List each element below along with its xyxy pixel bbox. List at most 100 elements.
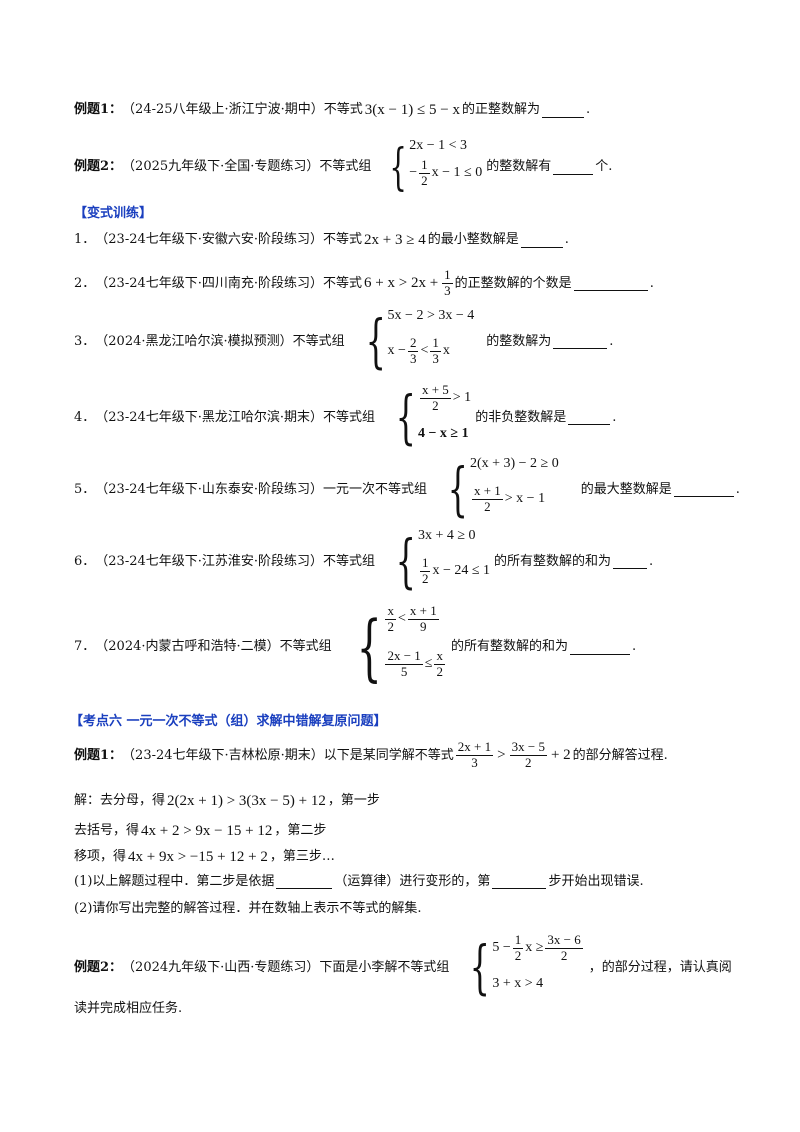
step-math: 4x + 2 > 9x − 15 + 12 <box>141 823 273 839</box>
numerator: x + 5 <box>419 382 451 399</box>
question-text: 步开始出现错误. <box>548 874 644 889</box>
sub-question-2: (2)请你写出完整的解答过程．并在数轴上表示不等式的解集. <box>74 901 422 916</box>
question-3: 3． （2024·黑龙江哈尔滨·模拟预测）不等式组 { 5x − 2 > 3x … <box>74 307 613 377</box>
answer-blank[interactable] <box>541 103 584 118</box>
question-text: 的最大整数解是 <box>580 482 672 497</box>
answer-blank[interactable] <box>553 334 608 350</box>
period: . <box>649 554 654 569</box>
numerator: 1 <box>430 335 441 353</box>
question-text: 的所有整数解的和为 <box>494 554 612 569</box>
source: （23-24七年级下·安徽六安·阶段练习）不等式 <box>95 232 363 248</box>
question-text: 的正整数解为 <box>461 102 540 118</box>
inequality: 6 + x > 2x + <box>364 275 439 292</box>
numerator: x <box>434 648 445 666</box>
answer-blank[interactable] <box>492 874 547 890</box>
question-text: 的整数解为 <box>486 334 552 349</box>
denominator: 9 <box>420 618 427 634</box>
answer-blank[interactable] <box>520 233 563 248</box>
answer-blank[interactable] <box>553 160 594 175</box>
step-note: ，第一步 <box>327 793 380 809</box>
question-text: （运算律）进行变形的，第 <box>334 874 491 889</box>
numerator: 2 <box>407 335 419 353</box>
expr: + 2 <box>550 747 571 764</box>
question-text: 的所有整数解的和为 <box>450 639 568 655</box>
period: . <box>612 410 617 425</box>
answer-blank[interactable] <box>568 410 611 426</box>
source: （2024·内蒙古呼和浩特·二模）不等式组 <box>95 639 332 655</box>
example-1: 例题1： （24-25八年级上·浙江宁波·期中）不等式 3(x − 1) ≤ 5… <box>74 101 590 119</box>
period: . <box>735 482 740 497</box>
section-heading: 【考点六 一元一次不等式（组）求解中错解复原问题】 <box>70 714 387 729</box>
answer-blank[interactable] <box>276 874 333 890</box>
period: . <box>632 639 637 655</box>
expr: x ≥ <box>525 940 544 956</box>
source: （2025九年级下·全国·专题练习）不等式组 <box>122 159 372 175</box>
denominator: 3 <box>432 351 439 367</box>
denominator: 2 <box>421 571 429 587</box>
operator: > <box>497 747 506 764</box>
numerator: x <box>385 603 396 620</box>
question-end: 个. <box>595 159 613 175</box>
example-label: 例题1： <box>74 102 123 118</box>
question-number: 5． <box>74 482 96 497</box>
operator: < <box>420 343 429 359</box>
numerator: x + 1 <box>407 603 439 620</box>
solution-step-2: 去括号，得 4x + 2 > 9x − 15 + 12 ，第二步 <box>74 822 326 840</box>
denominator: 5 <box>400 664 408 680</box>
system-row: 3x + 4 ≥ 0 <box>417 528 476 543</box>
question-text: 的整数解有 <box>486 159 552 175</box>
expr: x <box>442 343 450 359</box>
numerator: 2x − 1 <box>385 648 423 666</box>
system-row: 4 − x ≥ 1 <box>417 425 469 441</box>
step-note: ，第二步 <box>274 823 327 839</box>
denominator: 2 <box>387 618 394 634</box>
period: . <box>649 275 654 291</box>
question-number: 3． <box>74 334 96 349</box>
question-number: 4． <box>74 410 96 425</box>
denominator: 3 <box>471 754 478 770</box>
solution-step-1: 解：去分母，得 2(2x + 1) > 3(3x − 5) + 12 ，第一步 <box>74 792 380 810</box>
example-4-continued: 读并完成相应任务. <box>74 1001 183 1016</box>
answer-blank[interactable] <box>570 640 630 655</box>
numerator: 3x − 5 <box>509 739 547 756</box>
source: （2024九年级下·山西·专题练习）下面是小李解不等式组 <box>122 960 450 975</box>
answer-blank[interactable] <box>613 554 648 570</box>
example-4: 例题2： （2024九年级下·山西·专题练习）下面是小李解不等式组 { 5 − … <box>74 932 732 1003</box>
denominator: 2 <box>432 397 439 413</box>
solution-step-3: 移项，得 4x + 9x > −15 + 12 + 2 ，第三步… <box>74 848 335 866</box>
answer-blank[interactable] <box>673 482 734 498</box>
minus: − <box>409 165 418 181</box>
period: . <box>585 102 591 118</box>
source: （23-24七年级下·山东泰安·阶段练习）一元一次不等式组 <box>95 482 428 497</box>
source: （24-25八年级上·浙江宁波·期中）不等式 <box>122 102 363 118</box>
question-1: 1． （23-24七年级下·安徽六安·阶段练习）不等式 2x + 3 ≥ 4 的… <box>74 231 569 249</box>
expr: > 1 <box>452 390 472 406</box>
example-3: 例题1： （23-24七年级下·吉林松原·期末）以下是某同学解不等式 2x + … <box>74 739 668 771</box>
numerator: 1 <box>419 555 431 573</box>
question-number: 6． <box>74 554 96 569</box>
source: （2024·黑龙江哈尔滨·模拟预测）不等式组 <box>95 334 345 349</box>
numerator: x + 1 <box>471 483 503 501</box>
question-number: 2． <box>74 275 96 291</box>
step-note: ，第三步… <box>269 849 335 865</box>
answer-blank[interactable] <box>573 276 648 291</box>
